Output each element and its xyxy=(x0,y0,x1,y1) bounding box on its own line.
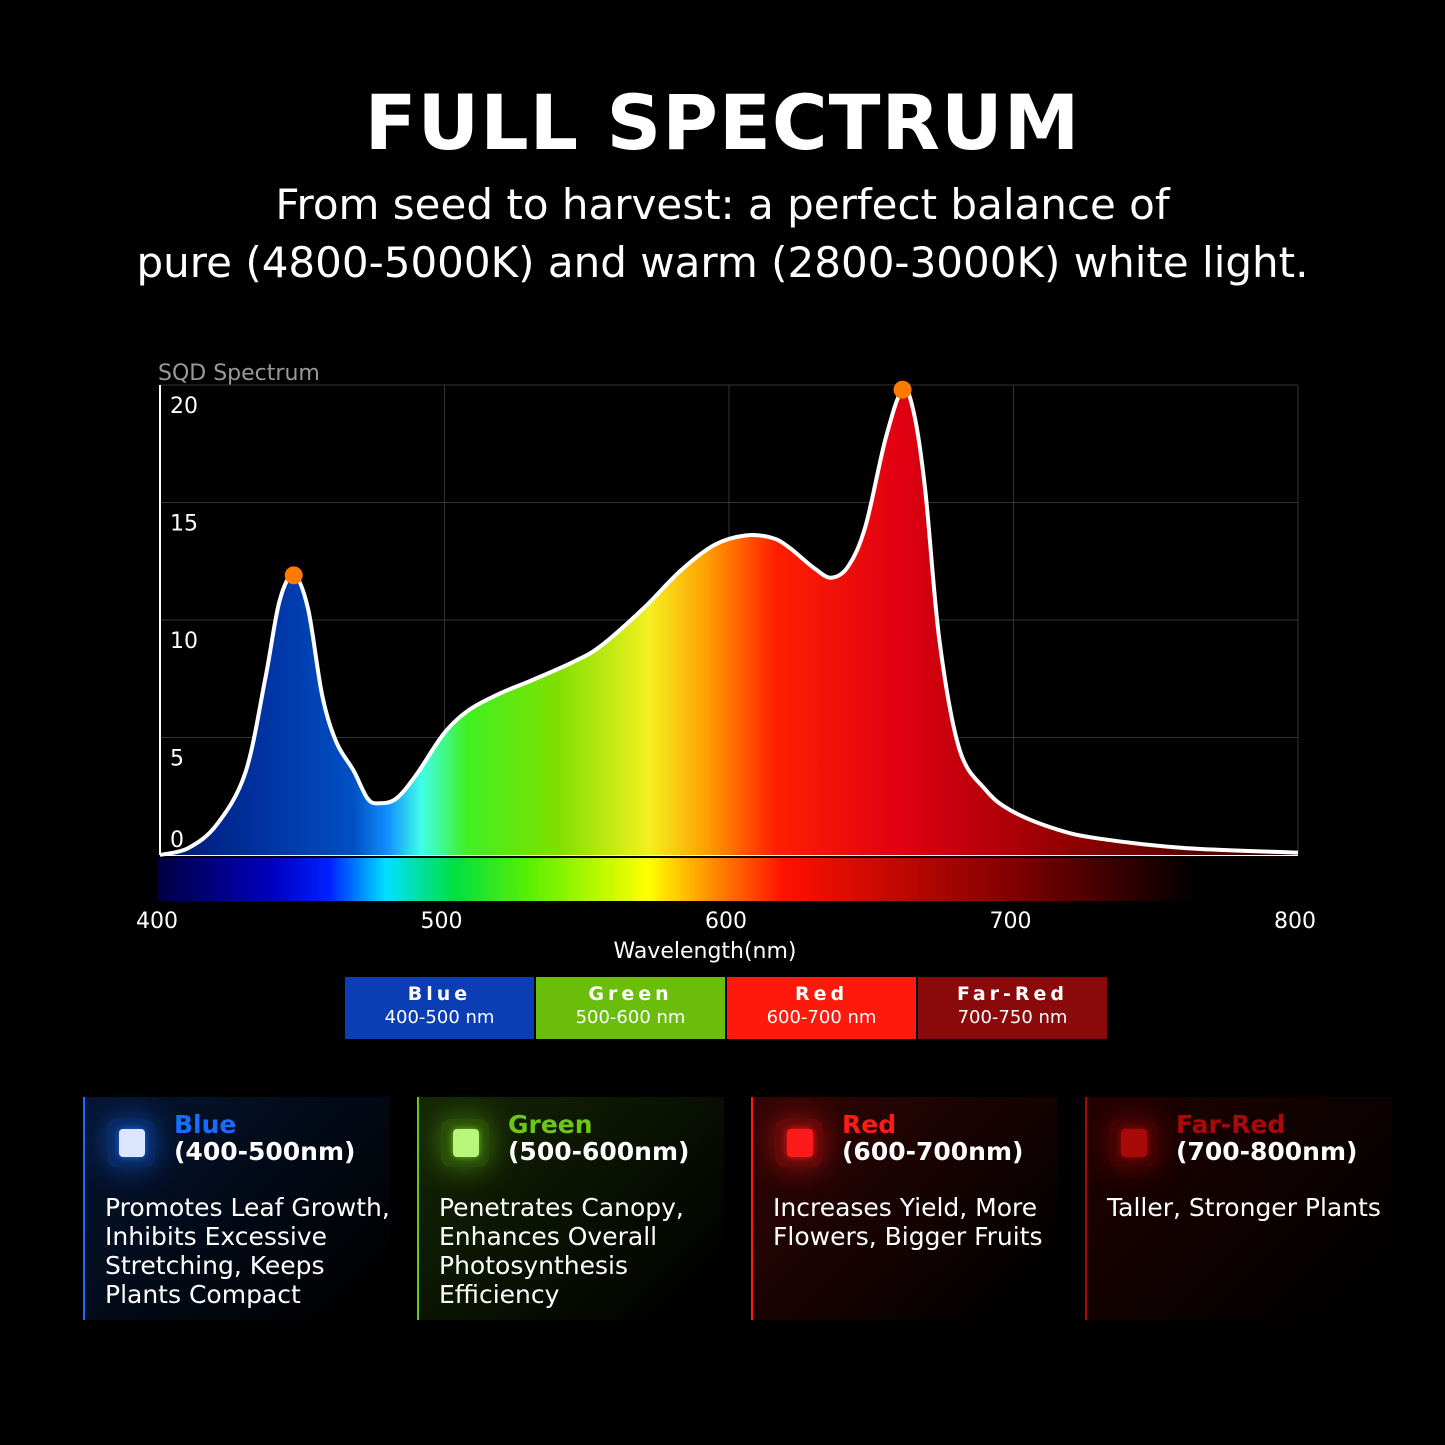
legend-far-red: Far-Red 700-750 nm xyxy=(918,977,1107,1039)
spectrum-line xyxy=(159,386,1299,857)
legend-green: Green 500-600 nm xyxy=(536,977,725,1039)
x-axis-label: Wavelength(nm) xyxy=(613,939,796,964)
peak-marker xyxy=(893,380,912,399)
band-legend: Blue 400-500 nm Green 500-600 nm Red 600-70… xyxy=(345,977,1107,1039)
card-desc: Penetrates Canopy, Enhances Overall Phot… xyxy=(439,1193,684,1309)
y-tick-label: 0 xyxy=(170,828,184,853)
y-tick-label: 5 xyxy=(170,747,184,772)
green-led-icon xyxy=(441,1119,489,1167)
subtitle-line-1: From seed to harvest: a perfect balance … xyxy=(275,180,1170,229)
card-name: Far-Red xyxy=(1176,1110,1286,1139)
spectrum-color-bar xyxy=(158,858,1298,901)
y-tick-label: 15 xyxy=(170,512,198,537)
legend-red: Red 600-700 nm xyxy=(727,977,916,1039)
card-desc: Taller, Stronger Plants xyxy=(1107,1193,1381,1222)
card-name: Green xyxy=(508,1110,593,1139)
y-tick-label: 10 xyxy=(170,629,198,654)
y-tick-label: 20 xyxy=(170,394,198,419)
x-tick-label: 500 xyxy=(421,909,463,934)
subtitle-line-2: pure (4800-5000K) and warm (2800-3000K) … xyxy=(136,238,1309,287)
peak-marker xyxy=(284,566,303,585)
card-blue: Blue (400-500nm) Promotes Leaf Growth, Inh… xyxy=(83,1097,390,1320)
page-title: FULL SPECTRUM xyxy=(364,78,1081,167)
blue-led-icon xyxy=(107,1119,155,1167)
subtitle: From seed to harvest: a perfect balance … xyxy=(0,176,1445,292)
chart-title: SQD Spectrum xyxy=(158,361,320,386)
spectrum-area xyxy=(160,388,1298,855)
x-tick-label: 600 xyxy=(705,909,747,934)
card-range: (500-600nm) xyxy=(508,1137,690,1166)
card-name: Red xyxy=(842,1110,897,1139)
card-red: Red (600-700nm) Increases Yield, More Flow… xyxy=(751,1097,1058,1320)
legend-blue: Blue 400-500 nm xyxy=(345,977,534,1039)
red-led-icon xyxy=(775,1119,823,1167)
card-range: (600-700nm) xyxy=(842,1137,1024,1166)
card-far-red: Far-Red (700-800nm) Taller, Stronger Plant… xyxy=(1085,1097,1392,1320)
card-name: Blue xyxy=(174,1110,237,1139)
card-desc: Increases Yield, More Flowers, Bigger Fr… xyxy=(773,1193,1043,1251)
spectrum-chart: SQD Spectrum 0 5 10 15 20 400 500 600 700 800 Wav… xyxy=(136,361,1316,964)
card-desc: Promotes Leaf Growth, Inhibits Excessive… xyxy=(105,1193,390,1309)
far-red-led-icon xyxy=(1109,1119,1157,1167)
card-range: (700-800nm) xyxy=(1176,1137,1358,1166)
card-green: Green (500-600nm) Penetrates Canopy, Enhan… xyxy=(417,1097,724,1320)
x-tick-label: 800 xyxy=(1274,909,1316,934)
x-tick-label: 400 xyxy=(136,909,178,934)
card-range: (400-500nm) xyxy=(174,1137,356,1166)
x-tick-label: 700 xyxy=(990,909,1032,934)
